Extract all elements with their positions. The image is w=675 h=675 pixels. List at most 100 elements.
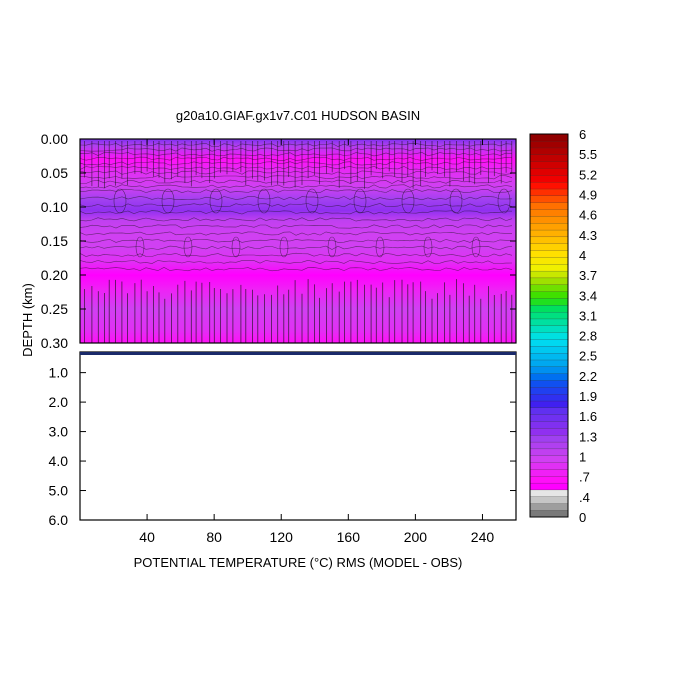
colorbar-swatch [529,359,569,367]
colorbar-swatch [529,400,569,408]
colorbar-swatch [529,421,569,429]
contour-line [80,238,513,243]
colorbar-swatch [529,448,569,456]
upper-y-tick-label: 0.00 [41,131,68,147]
colorbar-label: 5.2 [579,167,597,182]
upper-y-tick-label: 0.20 [41,267,68,283]
colorbar-label: 1 [579,450,586,465]
colorbar-label: 2.2 [579,369,597,384]
colorbar-swatch [529,503,569,511]
upper-y-tick-label: 0.30 [41,335,68,351]
colorbar-label: 1.6 [579,409,597,424]
contour-ring [423,236,433,258]
x-tick-label: 240 [471,529,495,545]
colorbar-swatch [529,332,569,340]
heatmap-contour-texture [80,141,528,343]
contour-line [80,143,513,148]
x-tick-label: 80 [206,529,222,545]
colorbar-swatch [529,222,569,231]
contour-ring [497,188,511,214]
colorbar-label: 4 [579,248,586,263]
colorbar-swatch [529,236,569,244]
colorbar-swatch [529,325,569,333]
contour-line [80,245,513,250]
colorbar-swatch [529,304,569,313]
x-axis: 40 80 120 160 200 240 [139,139,494,545]
contour-ring [231,236,241,258]
colorbar-swatches [529,133,569,518]
colorbar-swatch [529,510,569,518]
contour-ring [113,188,127,214]
colorbar-labels: 6 5.5 5.2 4.9 4.6 4.3 4 3.7 3.4 3.1 2.8 2.5 2.2 1.9 1.… [579,127,597,525]
lower-panel-frame [79,351,517,521]
contour-line [80,252,513,257]
colorbar-label: 1.3 [579,429,597,444]
y-axis-label: DEPTH (km) [20,283,35,357]
contour-line [80,231,512,236]
colorbar-swatch [529,188,569,196]
colorbar-label: 3.1 [579,308,597,323]
contour-ring [375,236,385,258]
colorbar-swatch [529,318,569,326]
colorbar-swatch [529,441,569,450]
contour-line [80,170,513,175]
colorbar-label: 1.9 [579,389,597,404]
colorbar-swatch [529,284,569,292]
lower-y-tick-label: 2.0 [49,394,69,410]
upper-y-tick-label: 0.10 [41,199,68,215]
colorbar-label: .7 [579,470,590,485]
contour-ring [161,188,175,214]
contour-ring [257,188,271,214]
colorbar-swatch [529,133,569,142]
contour-ring [401,188,415,214]
contour-line [80,217,513,222]
colorbar-swatch [529,243,569,251]
contour-ring [305,188,319,214]
colorbar-swatch [529,202,569,210]
colorbar-swatch [529,393,569,402]
contour-line [80,179,513,184]
contour-ring [183,236,193,258]
colorbar-swatch [529,352,569,361]
colorbar-swatch [529,209,569,217]
lower-surface-band [80,352,516,355]
contour-line [80,224,513,229]
colorbar-swatch [529,434,569,443]
colorbar-swatch [529,277,569,285]
colorbar-swatch [529,263,569,272]
upper-y-tick-label: 0.25 [41,301,68,317]
colorbar-swatch [529,427,569,436]
colorbar-label: 4.3 [579,228,597,243]
contour-ring [520,237,528,257]
lower-y-tick-label: 1.0 [49,365,69,381]
contour-ring [449,188,463,214]
colorbar-swatch [529,298,569,306]
colorbar-swatch [529,339,569,347]
colorbar-swatch [529,168,569,176]
lower-y-tick-label: 3.0 [49,424,69,440]
x-tick-label: 160 [337,529,361,545]
colorbar-swatch [529,154,569,162]
contour-line [80,175,513,180]
lower-y-tick-label: 4.0 [49,453,69,469]
colorbar-swatch [529,147,569,155]
colorbar-swatch [529,140,569,149]
x-tick-label: 120 [270,529,294,545]
upper-y-axis: 0.00 0.05 0.10 0.15 0.20 0.25 0.30 [41,131,516,351]
lower-y-tick-label: 5.0 [49,483,69,499]
contour-line [80,184,513,189]
contour-line [80,203,513,208]
colorbar-swatch [529,469,569,477]
lower-panel: 1.0 2.0 3.0 4.0 5.0 6.0 40 80 120 160 200 240 [49,139,517,545]
colorbar-swatch [529,496,569,504]
contour-line [80,196,513,201]
lower-y-axis: 1.0 2.0 3.0 4.0 5.0 6.0 [49,365,516,528]
colorbar: 6 5.5 5.2 4.9 4.6 4.3 4 3.7 3.4 3.1 2.8 2.5 2.2 1.9 1.… [529,127,597,525]
colorbar-swatch [529,195,569,203]
colorbar-label: 0 [579,510,586,525]
colorbar-label: .4 [579,490,590,505]
colorbar-swatch [529,174,569,183]
colorbar-label: 2.8 [579,329,597,344]
colorbar-swatch [529,373,569,381]
